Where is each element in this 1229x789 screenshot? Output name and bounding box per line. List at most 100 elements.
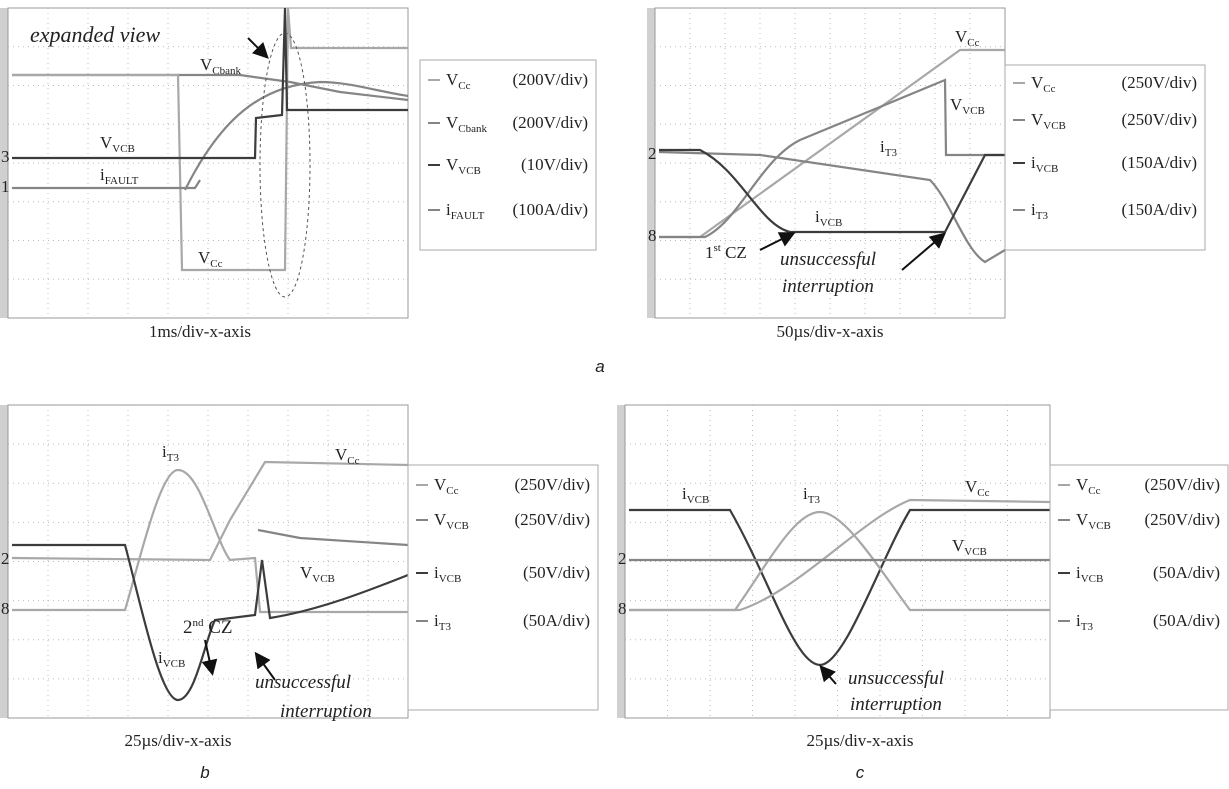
x-axis-caption: 1ms/div-x-axis [149,322,251,341]
label-sub: Cc [1088,485,1100,497]
label-text: interruption [280,701,372,722]
annotation: expanded view [30,22,160,47]
label-sub: Cbank [458,123,487,135]
label-main: 1 [705,243,714,262]
figure: 31282828expanded viewVCbankVVCBiFAULTVCc… [0,0,1229,789]
legend-scale: (250V/div) [514,475,590,494]
label-sub: Cc [977,487,989,499]
label-main: V [198,248,211,267]
label-text: unsuccessful [780,249,876,270]
annotation: 1st CZ [705,242,747,262]
label-sub: Cc [210,258,222,270]
label-main: V [1031,110,1044,129]
label-main: V [434,510,447,529]
label-sub: VCB [820,217,843,229]
legend-scale: (250V/div) [514,510,590,529]
label-main: V [446,155,459,174]
annotation: unsuccessful [848,668,944,689]
ground-marker: 3 [1,147,10,166]
ground-marker: 2 [648,144,657,163]
ground-marker: 2 [1,549,10,568]
label-main: V [446,70,459,89]
label-text: interruption [850,694,942,715]
x-axis-caption: 25µs/div-x-axis [124,731,231,750]
label-main: V [335,445,348,464]
label-rest: CZ [204,617,233,638]
sublabel: b [200,763,209,782]
legend-scale: (10V/div) [521,155,588,174]
label-sub: VCB [112,143,135,155]
label-sub: T3 [885,147,898,159]
label-text: expanded view [30,22,160,47]
label-rest: CZ [721,243,747,262]
legend-scale: (250V/div) [1144,510,1220,529]
legend-scale: (50A/div) [1153,611,1220,630]
sublabel: a [595,357,604,376]
label-main: 2 [183,617,193,638]
label-main: V [434,475,447,494]
label-sub: T3 [439,621,452,633]
legend-scale: (50V/div) [523,563,590,582]
legend-scale: (50A/div) [523,611,590,630]
label-sub: FAULT [451,210,485,222]
label-sub: VCB [439,573,462,585]
label-main: V [300,563,313,582]
annotation: interruption [850,694,942,715]
label-main: V [965,477,978,496]
label-sub: VCB [1081,573,1104,585]
ground-marker: 1 [1,177,10,196]
x-axis-caption: 50µs/div-x-axis [776,322,883,341]
label-sub: VCB [1088,520,1111,532]
label-main: V [955,27,968,46]
legend-scale: (100A/div) [512,200,588,219]
label-sub: VCB [1043,120,1066,132]
legend-scale: (250V/div) [1121,73,1197,92]
label-sub: FAULT [105,175,139,187]
label-text: interruption [782,276,874,297]
label-sub: Cc [967,37,979,49]
label-main: V [1076,475,1089,494]
scope-frame [625,405,1050,718]
label-main: V [952,536,965,555]
label-main: V [1031,73,1044,92]
legend-scale: (250V/div) [1144,475,1220,494]
label-sub: Cbank [212,65,241,77]
annotation: unsuccessful [780,249,876,270]
label-text: unsuccessful [848,668,944,689]
legend-box [1050,465,1228,710]
ground-marker: 8 [1,599,10,618]
ground-marker: 8 [618,599,627,618]
label-sup: st [714,242,721,254]
label-sub: VCB [163,658,186,670]
sublabel: c [856,763,865,782]
label-sub: VCB [964,546,987,558]
legend-scale: (200V/div) [512,70,588,89]
scope-strip [647,8,655,318]
ground-marker: 2 [618,549,627,568]
annotation: unsuccessful [255,672,351,693]
label-sup: nd [193,617,205,629]
label-sub: VCB [458,165,481,177]
x-axis-caption: 25µs/div-x-axis [806,731,913,750]
legend-box [408,465,598,710]
label-sub: VCB [962,105,985,117]
label-main: V [446,113,459,132]
legend-scale: (250V/div) [1121,110,1197,129]
annotation: interruption [782,276,874,297]
label-sub: Cc [446,485,458,497]
label-sub: Cc [1043,83,1055,95]
label-sub: Cc [347,455,359,467]
label-sub: Cc [458,80,470,92]
label-sub: VCB [312,573,335,585]
label-sub: VCB [687,494,710,506]
label-sub: T3 [808,494,821,506]
ground-marker: 8 [648,226,657,245]
annotation: interruption [280,701,372,722]
label-sub: VCB [446,520,469,532]
legend-scale: (50A/div) [1153,563,1220,582]
label-sub: VCB [1036,163,1059,175]
label-sub: T3 [1036,210,1049,222]
label-main: V [100,133,113,152]
label-main: V [200,55,213,74]
label-sub: T3 [1081,621,1094,633]
